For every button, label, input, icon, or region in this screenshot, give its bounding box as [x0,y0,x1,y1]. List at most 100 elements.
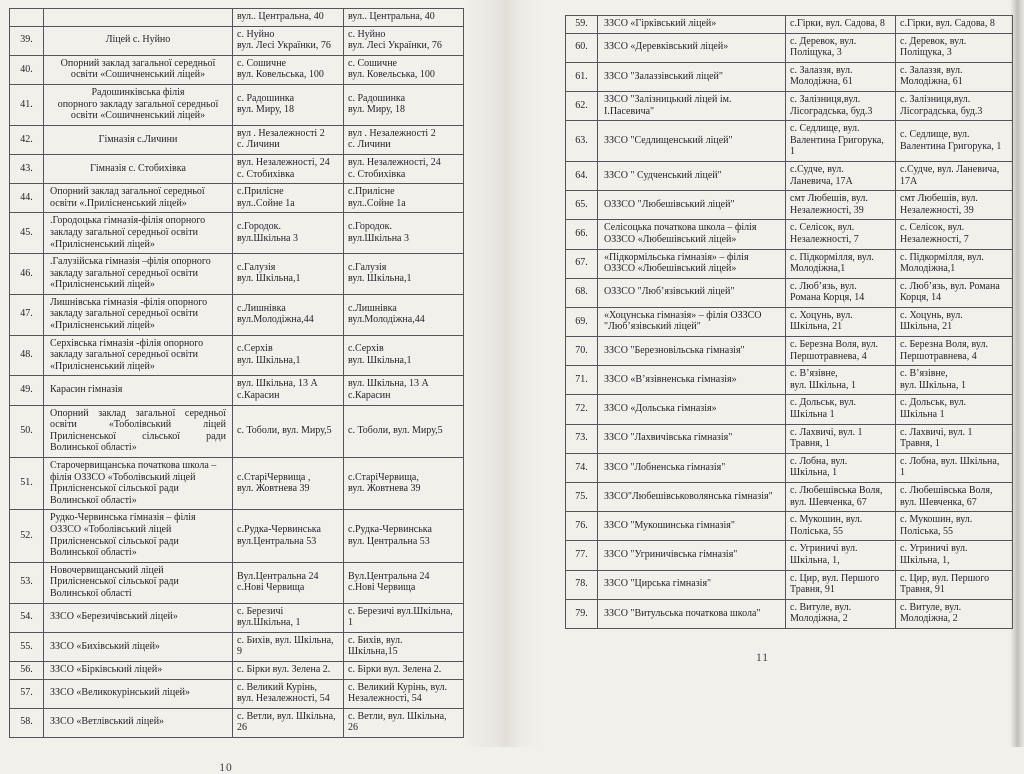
address-cell-1: с. Тоболи, вул. Миру,5 [232,404,344,459]
table-row: 57. ЗЗСО «Великокурінський ліцей» с. Велик… [9,678,464,709]
address-cell-1: с. Мукошин, вул. Поліська, 55 [785,511,896,542]
table-row: 52. Рудко-Червинська гімназія – філія ОЗЗ… [9,509,464,563]
row-number-cell: 50. [9,404,44,459]
school-name-cell: ЗЗСО «Великокурінський ліцей» [43,678,233,709]
row-number-cell: 49. [9,375,44,406]
row-number-cell: 74. [565,452,598,484]
school-name-cell: Опорний заклад загальної середньої освіт… [43,404,233,459]
table-row: 65. ОЗЗСО "Любешівський ліцей" смт Любешів… [565,190,1013,221]
school-name-cell: Радошинківська філія опорного закладу за… [43,83,233,126]
address-cell-1: с. Любешівська Воля, вул. Шевченка, 67 [785,481,896,513]
row-number-cell: 55. [9,631,44,662]
address-cell-2: с.Галузія вул. Шкільна,1 [343,253,464,295]
address-cell-1: с. Цир, вул. Першого Травня, 91 [785,569,896,600]
school-name-cell: Опорний заклад загальної середньої освіт… [43,183,233,214]
table-row: 44. Опорний заклад загальної середньої ос… [9,183,464,214]
address-cell-2: с. Ветли, вул. Шкільна, 26 [343,707,464,738]
address-cell-1: с. Дольськ, вул. Шкільна 1 [785,394,896,425]
address-cell-2: вул. Шкільна, 13 А с.Карасин [343,375,464,406]
row-number-cell: 51. [9,456,44,511]
table-row: 63. ЗЗСО "Седлищенський ліцей" с. Седлище,… [565,120,1013,162]
address-cell-1: с.Рудка-Червинська вул.Центральна 53 [232,509,344,563]
school-name-cell: ЗЗСО "Витульська початкова школа" [597,598,786,629]
school-name-cell: Карасин гімназія [43,375,233,406]
school-name-cell: Ліцей с. Нуйно [43,25,233,56]
address-cell-1: с. Лахвичі, вул. 1 Травня, 1 [785,423,896,454]
table-row: 56. ЗЗСО «Бірківський ліцей» с. Бірки вул.… [9,660,464,680]
row-number-cell: 79. [565,598,598,629]
address-cell-2: с. Лобна, вул. Шкільна, 1 [895,452,1013,484]
address-cell-1: с.Гірки, вул. Садова, 8 [785,15,896,34]
schools-table-page-10: вул.. Центральна, 40 вул.. Центральна, 40… [9,8,464,738]
address-cell-1: с.Серхів вул. Шкільна,1 [232,334,344,377]
table-row: 41. Радошинківська філія опорного закладу… [9,83,464,126]
address-cell-1: с.СтаріЧервища , вул. Жовтнева 39 [232,456,344,511]
row-number-cell: 67. [565,248,598,279]
address-cell-2: с. Нуйно вул. Лесі Українки, 76 [343,25,464,56]
address-cell-2: с. Сошичне вул. Ковельська, 100 [343,54,464,85]
school-name-cell: ЗЗСО «Бихівський ліцей» [43,631,233,662]
row-number-cell: 57. [9,678,44,709]
row-number-cell: 40. [9,54,44,85]
address-cell-2: с. Селісок, вул. Незалежності, 7 [895,219,1013,250]
row-number-cell: 52. [9,509,44,563]
school-name-cell: «Хоцунська гімназія» – філія ОЗЗСО "Люб’… [597,306,786,338]
address-cell-1: с. Седлище, вул. Валентина Григорука, 1 [785,120,896,162]
address-cell-2: с.Гірки, вул. Садова, 8 [895,15,1013,34]
table-row: 71. ЗЗСО «В’язівненська гімназія» с. В’язі… [565,365,1013,396]
address-cell-1: с. Витуле, вул. Молодіжна, 2 [785,598,896,629]
school-name-cell: .Галузійська гімназія –філія опорного за… [43,253,233,295]
row-number-cell: 46. [9,253,44,295]
address-cell-2: с. Великий Курінь, вул. Незалежності, 54 [343,678,464,709]
table-row: 73. ЗЗСО "Лахвичівська гімназія" с. Лахвич… [565,423,1013,454]
address-cell-1: с.Галузія вул. Шкільна,1 [232,253,344,295]
table-row: 64. ЗЗСО " Судченський ліцей" с.Судче, вул… [565,160,1013,192]
address-cell-1: с. Деревок, вул. Поліщука, 3 [785,32,896,63]
row-number-cell: 65. [565,190,598,221]
address-cell-2: с. Березичі вул.Шкільна, 1 [343,602,464,633]
address-cell-1: с. В’язівне, вул. Шкільна, 1 [785,365,896,396]
address-cell-2: Вул.Центральна 24 с.Нові Червища [343,561,464,604]
table-row: 59. ЗЗСО «Гірківський ліцей» с.Гірки, вул.… [565,15,1013,34]
row-number-cell: 59. [565,15,598,34]
table-row: 51. Старочервищанська початкова школа – ф… [9,456,464,511]
school-name-cell: ЗЗСО "Лахвичівська гімназія" [597,423,786,454]
address-cell-2: с. Мукошин, вул. Поліська, 55 [895,511,1013,542]
page-11: 59. ЗЗСО «Гірківський ліцей» с.Гірки, вул.… [565,15,1013,664]
table-row: 42. Гімназія с.Личини вул . Незалежності 2… [9,124,464,155]
school-name-cell: ЗЗСО «Деревківський ліцей» [597,32,786,63]
address-cell-2: с. Залаззя, вул. Молодіжна, 61 [895,61,1013,92]
school-name-cell: ЗЗСО "Цирська гімназія" [597,569,786,600]
table-row: 48. Серхівська гімназія -філія опорного з… [9,334,464,377]
address-cell-2: с. В’язівне, вул. Шкільна, 1 [895,365,1013,396]
row-number-cell: 53. [9,561,44,604]
table-row: 47. Лишнівська гімназія -філія опорного з… [9,293,464,336]
school-name-cell [43,8,233,27]
address-cell-2: с.Прилісне вул..Сойне 1а [343,183,464,214]
table-row: 60. ЗЗСО «Деревківський ліцей» с. Деревок,… [565,32,1013,63]
row-number-cell: 56. [9,660,44,680]
address-cell-2: с. Дольськ, вул. Шкільна 1 [895,394,1013,425]
page-10: вул.. Центральна, 40 вул.. Центральна, 40… [9,8,464,774]
row-number-cell: 69. [565,306,598,338]
address-cell-1: с. Угриничі вул. Шкільна, 1, [785,540,896,571]
address-cell-2: с. Тоболи, вул. Миру,5 [343,404,464,459]
address-cell-1: с. Березна Воля, вул. Першотравнева, 4 [785,336,896,367]
table-row: 77. ЗЗСО "Угриничівська гімназія" с. Угрин… [565,540,1013,571]
address-cell-2: вул.. Центральна, 40 [343,8,464,27]
row-number-cell: 76. [565,511,598,542]
address-cell-1: вул.. Центральна, 40 [232,8,344,27]
table-row: 67. «Підкормільська гімназія» – філія ОЗЗ… [565,248,1013,279]
address-cell-2: с. Люб’язь, вул. Романа Корця, 14 [895,277,1013,308]
address-cell-1: с. Березичі вул.Шкільна, 1 [232,602,344,633]
address-cell-1: Вул.Центральна 24 с.Нові Червища [232,561,344,604]
row-number-cell: 54. [9,602,44,633]
table-row: 66. Селісоцька початкова школа – філія ОЗ… [565,219,1013,250]
row-number-cell: 42. [9,124,44,155]
row-number-cell: 73. [565,423,598,454]
address-cell-1: с.Городок. вул.Шкільна 3 [232,212,344,255]
address-cell-2: с. Бихів, вул. Шкільна,15 [343,631,464,662]
school-name-cell: Лишнівська гімназія -філія опорного закл… [43,293,233,336]
address-cell-1: с. Бірки вул. Зелена 2. [232,660,344,680]
school-name-cell: ЗЗСО "Залаззівський ліцей" [597,61,786,92]
